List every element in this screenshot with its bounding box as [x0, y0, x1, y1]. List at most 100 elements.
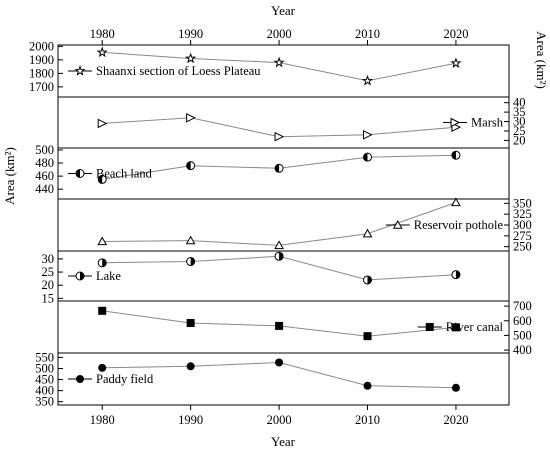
x-tick-label-bottom: 2010	[355, 413, 380, 427]
data-point-shaanxi-section-of-loess-plateau-2010	[361, 74, 374, 86]
data-point-river-canal-1980	[98, 306, 107, 315]
data-point-paddy-field-2010	[363, 381, 372, 390]
y-tick-label: 500	[513, 328, 532, 342]
x-tick-label-top: 1990	[178, 27, 203, 41]
data-point-river-canal-1990	[186, 318, 195, 327]
y-tick-label: 20	[42, 278, 55, 292]
x-tick-label-bottom: 2020	[443, 413, 468, 427]
y-tick-label: 460	[35, 169, 54, 183]
y-axis-title-left: Area (km²)	[2, 147, 17, 205]
data-point-reservoir-pothole-2000	[274, 240, 284, 250]
data-point-shaanxi-section-of-loess-plateau-1980	[96, 46, 108, 58]
y-tick-label: 25	[42, 265, 55, 279]
y-tick-label: 275	[513, 229, 532, 243]
y-tick-label: 350	[513, 196, 532, 210]
data-point-reservoir-pothole-1980	[97, 236, 108, 246]
data-point-lake-1990	[186, 257, 196, 267]
legend-label-marsh: Marsh	[471, 116, 504, 130]
x-tick-label-top: 2000	[267, 27, 292, 41]
y-tick-label: 40	[513, 96, 526, 110]
y-tick-label: 480	[35, 156, 54, 170]
x-tick-label-top: 2010	[355, 27, 380, 41]
y-tick-label: 20	[513, 133, 526, 147]
data-point-river-canal-2000	[275, 321, 284, 330]
data-point-marsh-2010	[363, 129, 373, 140]
x-tick-label-bottom: 1990	[178, 413, 203, 427]
data-point-lake-2000	[274, 251, 284, 261]
legend-label-lake: Lake	[96, 269, 121, 283]
series-line-reservoir-pothole	[102, 202, 457, 246]
x-axis-title-top: Year	[271, 3, 296, 18]
y-tick-label: 15	[42, 291, 55, 305]
legend-marker-paddy-field	[76, 375, 84, 383]
data-point-shaanxi-section-of-loess-plateau-1990	[185, 52, 197, 64]
data-point-paddy-field-1990	[186, 362, 195, 371]
data-point-beach-land-2000	[274, 163, 284, 173]
y-tick-label: 250	[513, 240, 532, 254]
y-tick-label: 1900	[29, 53, 54, 67]
y-tick-label: 700	[513, 299, 532, 313]
y-tick-label: 35	[513, 105, 526, 119]
data-point-beach-land-2020	[451, 150, 461, 160]
y-tick-label: 300	[513, 218, 532, 232]
data-point-beach-land-1990	[186, 161, 196, 171]
data-point-beach-land-2010	[363, 152, 373, 162]
x-tick-label-top: 1980	[90, 27, 115, 41]
x-tick-label-bottom: 1980	[90, 413, 115, 427]
y-tick-label: 400	[513, 343, 532, 357]
y-tick-label: 2000	[29, 39, 54, 53]
legend-label-river-canal: River canal	[446, 320, 504, 334]
data-point-lake-2010	[363, 275, 373, 285]
y-tick-label: 550	[35, 350, 54, 364]
data-point-reservoir-pothole-2020	[451, 197, 461, 207]
y-tick-label: 450	[35, 373, 54, 387]
y-tick-label: 500	[35, 361, 54, 375]
x-axis-title-bottom: Year	[271, 434, 296, 449]
y-tick-label: 1800	[29, 66, 54, 80]
data-point-marsh-1990	[186, 112, 196, 123]
y-tick-label: 325	[513, 207, 532, 221]
x-tick-label-top: 2020	[443, 27, 468, 41]
data-point-lake-1980	[97, 258, 107, 268]
legend-marker-shaanxi-section-of-loess-plateau	[74, 65, 86, 76]
legend-marker-marsh	[450, 117, 461, 128]
data-point-marsh-2000	[274, 131, 285, 142]
y-axis-title-right: Area (km²)	[534, 31, 549, 89]
data-point-reservoir-pothole-1990	[185, 235, 196, 245]
data-point-shaanxi-section-of-loess-plateau-2000	[273, 56, 285, 68]
legend-marker-reservoir-pothole	[392, 219, 403, 229]
y-tick-label: 440	[35, 182, 54, 196]
y-tick-label: 25	[513, 124, 526, 138]
y-tick-label: 30	[513, 115, 526, 129]
data-point-paddy-field-1980	[98, 363, 107, 372]
series-line-marsh	[102, 117, 456, 138]
y-tick-label: 600	[513, 314, 532, 328]
data-point-lake-2020	[451, 270, 461, 280]
data-point-reservoir-pothole-2010	[362, 228, 373, 238]
legend-label-shaanxi-section-of-loess-plateau: Shaanxi section of Loess Plateau	[96, 64, 261, 78]
data-point-beach-land-1980	[97, 174, 107, 184]
y-tick-label: 400	[35, 384, 54, 398]
data-point-river-canal-2010	[363, 332, 372, 341]
legend-label-beach-land: Beach land	[96, 167, 153, 181]
data-point-paddy-field-2020	[451, 383, 460, 392]
legend-label-reservoir-pothole: Reservoir pothole	[414, 218, 504, 232]
y-tick-label: 350	[35, 395, 54, 409]
y-tick-label: 30	[42, 252, 55, 266]
data-point-paddy-field-2000	[275, 358, 284, 367]
data-point-river-canal-2020	[451, 323, 460, 332]
legend-marker-beach-land	[75, 169, 85, 178]
x-tick-label-bottom: 2000	[267, 413, 292, 427]
legend-marker-lake	[75, 271, 85, 281]
data-point-marsh-1980	[97, 118, 108, 129]
y-tick-label: 500	[35, 143, 54, 157]
legend-marker-river-canal	[425, 323, 434, 331]
data-point-shaanxi-section-of-loess-plateau-2020	[450, 57, 462, 68]
y-tick-label: 1700	[29, 80, 54, 94]
